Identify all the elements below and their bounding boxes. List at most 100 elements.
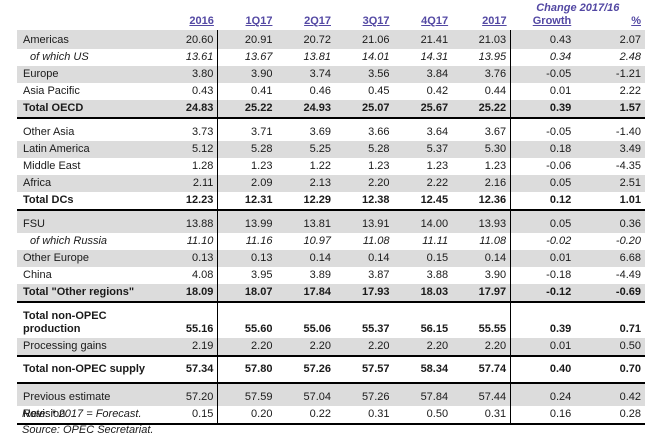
table-cell: 57.74: [452, 356, 512, 384]
table-header: Change 2017/16 2016 1Q17 2Q17 3Q17 4Q17 …: [17, 2, 645, 30]
table-cell: 13.91: [335, 210, 394, 233]
table-cell: 0.39: [549, 323, 572, 335]
table-cell: 5.28: [217, 141, 277, 158]
table-cell: 21.03: [452, 30, 512, 49]
table-cell: 0.05: [510, 210, 576, 233]
table-cell: 0.43: [168, 83, 219, 100]
change-header-row: Change 2017/16: [17, 2, 645, 15]
table-cell: 56.15: [420, 323, 449, 335]
table-cell: 0.12: [510, 192, 576, 211]
table-cell: 0.13: [168, 250, 219, 267]
table-cell: -1.21: [575, 66, 645, 83]
row-label: Total "Other regions": [17, 284, 169, 303]
table-cell: 11.08: [362, 235, 390, 247]
row-label: Americas: [17, 30, 169, 49]
table-cell: 57.84: [393, 383, 453, 406]
table-cell: 24.83: [168, 100, 219, 119]
table-cell: 13.88: [168, 210, 219, 233]
table-cell: 2.20: [393, 338, 453, 357]
table-cell: 0.28: [575, 406, 645, 425]
table-cell: 2.48: [619, 51, 641, 63]
table-cell: 0.40: [510, 356, 576, 384]
table-cell: 0.14: [335, 250, 394, 267]
table-row: Other Europe 0.13 0.13 0.14 0.14 0.15 0.14 0.01…: [17, 250, 645, 267]
table-cell: -0.06: [546, 160, 572, 172]
table-cell: 0.22: [276, 406, 335, 425]
table-cell: 0.42: [575, 383, 645, 406]
table-cell: 3.66: [368, 126, 390, 138]
change-header: Change 2017/16: [536, 2, 620, 14]
table-cell: 17.97: [452, 284, 512, 303]
table-cell: 57.26: [276, 356, 335, 384]
table-cell: 0.50: [393, 406, 453, 425]
table-row: Revision 0.15 0.20 0.22 0.31 0.50 0.31 0.16 0.28: [17, 406, 645, 425]
table-cell: 17.84: [276, 284, 335, 303]
table-cell: 13.93: [452, 210, 512, 233]
table-cell: 57.59: [217, 383, 277, 406]
table-row: of which US 13.61 13.67 13.81 14.01 14.31 13.9…: [17, 49, 645, 66]
row-label: Other Europe: [17, 250, 169, 267]
table-cell: 1.23: [426, 160, 449, 172]
table-cell: -0.05: [510, 66, 576, 83]
table-cell: -0.05: [546, 126, 572, 138]
table-cell: 0.34: [549, 51, 572, 63]
table-cell: 13.81: [276, 210, 335, 233]
table-cell: 13.95: [452, 49, 512, 66]
column-header: 2Q17: [304, 15, 331, 27]
table-cell: 1.23: [251, 160, 273, 172]
row-label: Processing gains: [17, 338, 169, 357]
table-cell: 25.67: [393, 100, 453, 119]
column-header: 3Q17: [362, 15, 390, 27]
table-cell: 0.13: [217, 250, 277, 267]
table-cell: 0.39: [510, 100, 576, 119]
table-row: Total "Other regions" 18.09 18.07 17.84 17.9…: [17, 284, 645, 303]
table-cell: 0.14: [452, 250, 512, 267]
table-row: Total non-OPEC production 55.16 55.60 55.06…: [17, 302, 645, 338]
table-cell: 0.44: [452, 83, 512, 100]
table-cell: 14.00: [393, 210, 453, 233]
table-cell: 0.41: [251, 85, 273, 97]
source-line: Source: OPEC Secretariat.: [22, 424, 154, 436]
table-cell: 20.72: [276, 30, 335, 49]
row-label: Latin America: [17, 141, 169, 158]
column-header: 2016: [189, 15, 214, 27]
table-cell: 3.89: [309, 269, 331, 281]
table-cell: 0.01: [510, 250, 576, 267]
table-cell: 57.57: [335, 356, 394, 384]
table-row: Previous estimate 57.20 57.59 57.04 57.26 57.…: [17, 383, 645, 406]
table-cell: 57.04: [276, 383, 335, 406]
table-cell: 55.37: [362, 323, 390, 335]
table-cell: 20.60: [168, 30, 219, 49]
table-body: Americas 20.60 20.91 20.72 21.06 21.41 21.03 0.…: [17, 30, 645, 425]
table-cell: 57.34: [168, 356, 219, 384]
table-cell: 5.30: [452, 141, 512, 158]
table-cell: 55.55: [452, 302, 512, 338]
table-cell: 0.42: [426, 85, 449, 97]
table-cell: 0.01: [510, 338, 576, 357]
table-cell: 2.22: [619, 85, 641, 97]
table-cell: 21.06: [335, 30, 394, 49]
table-cell: 0.45: [368, 85, 390, 97]
table-cell: 25.22: [452, 100, 512, 119]
table-cell: 1.28: [168, 158, 219, 175]
table-cell: 0.15: [393, 250, 453, 267]
table-row: Total OECD 24.83 25.22 24.93 25.07 25.67 25.22…: [17, 100, 645, 119]
row-label: China: [23, 269, 52, 281]
table-cell: 2.19: [168, 338, 219, 357]
table-cell: 2.20: [452, 338, 512, 357]
table-cell: 5.25: [276, 141, 335, 158]
table-cell: -0.18: [546, 269, 572, 281]
table-cell: 11.11: [422, 235, 449, 247]
table-cell: 3.90: [452, 267, 512, 284]
table-cell: 2.20: [335, 338, 394, 357]
table-cell: 0.20: [217, 406, 277, 425]
table-cell: 21.41: [393, 30, 453, 49]
column-header: 2017: [482, 15, 507, 27]
table-cell: 2.20: [335, 175, 394, 192]
non-opec-supply-table: Change 2017/16 2016 1Q17 2Q17 3Q17 4Q17 …: [17, 2, 645, 425]
table-cell: 0.71: [619, 323, 641, 335]
row-label: of which US: [30, 51, 89, 63]
table-cell: 12.45: [393, 192, 453, 211]
table-cell: 11.10: [168, 233, 219, 250]
